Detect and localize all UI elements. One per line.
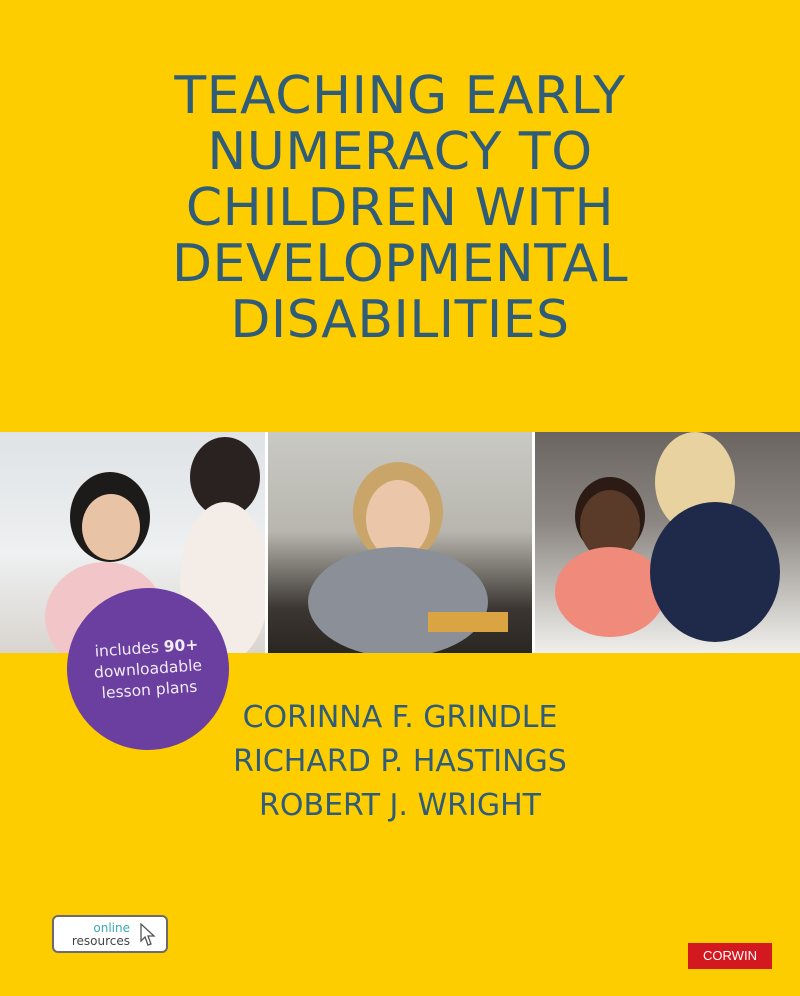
badge-count: 90+ [163, 634, 199, 656]
authors: CORINNA F. GRINDLE RICHARD P. HASTINGS R… [200, 696, 600, 828]
book-title: TEACHING EARLY NUMERACY TO CHILDREN WITH… [0, 68, 800, 348]
author: CORINNA F. GRINDLE [242, 700, 558, 735]
publisher-logo: CORWIN [688, 943, 772, 969]
author: RICHARD P. HASTINGS [233, 744, 567, 779]
title-line: CHILDREN WITH [185, 178, 615, 238]
online-resources-logo: online resources [52, 915, 168, 953]
photo-girl-with-blocks [267, 432, 533, 653]
cursor-arrow-icon [140, 923, 156, 946]
online-label: online [93, 921, 130, 935]
resources-label: resources [71, 934, 130, 948]
title-line: NUMERACY TO [207, 122, 593, 182]
title-line: DEVELOPMENTAL [171, 234, 629, 294]
title-line: TEACHING EARLY [174, 66, 626, 126]
badge-text: includes [94, 637, 165, 661]
photo-boy-with-teacher [535, 432, 800, 653]
author: ROBERT J. WRIGHT [259, 788, 541, 823]
title-line: DISABILITIES [230, 290, 570, 350]
